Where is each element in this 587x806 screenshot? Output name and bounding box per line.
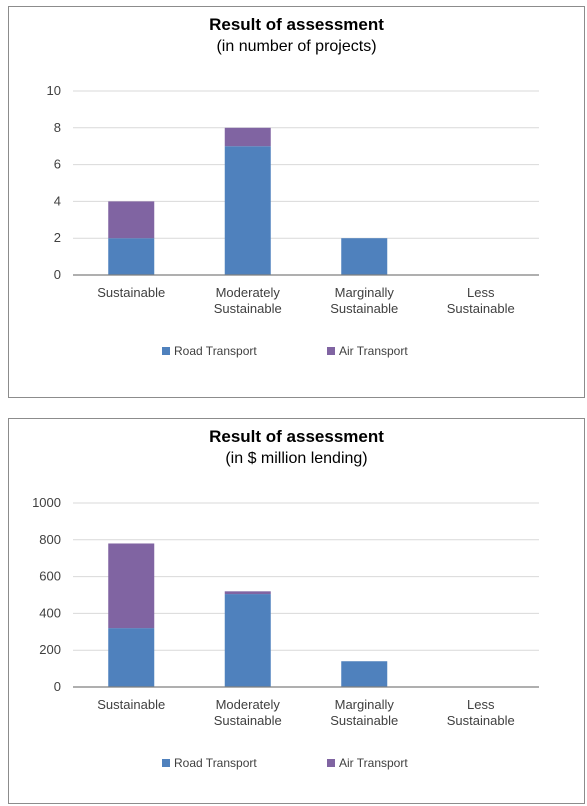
- chart-subtitle: (in number of projects): [216, 38, 377, 55]
- legend-label-road-transport: Road Transport: [174, 344, 257, 358]
- y-tick-label: 600: [39, 569, 61, 584]
- y-tick-label: 6: [54, 157, 61, 172]
- x-tick-label: Marginally Sustainable: [330, 697, 398, 728]
- y-tick-label: 0: [54, 267, 61, 282]
- y-tick-label: 2: [54, 230, 61, 245]
- chart-title: Result of assessment: [209, 15, 384, 34]
- x-tick-label: Sustainable: [97, 697, 165, 712]
- y-tick-label: 400: [39, 605, 61, 620]
- y-tick-label: 4: [54, 193, 61, 208]
- chart-plot-projects: 0 2 4 6 8 10 Sustainable Moderately Sustainable M…: [47, 83, 539, 316]
- legend-label-air-transport: Air Transport: [339, 344, 408, 358]
- bar-road-transport: [108, 628, 155, 687]
- x-tick-label: Sustainable: [97, 285, 165, 300]
- x-tick-label: Marginally Sustainable: [330, 285, 398, 316]
- y-tick-label: 8: [54, 120, 61, 135]
- x-tick-label: Moderately Sustainable: [214, 697, 282, 728]
- legend-label-air-transport: Air Transport: [339, 756, 408, 770]
- y-tick-label: 200: [39, 642, 61, 657]
- legend-swatch-air-transport: [327, 759, 335, 767]
- y-tick-label: 800: [39, 532, 61, 547]
- chart-plot-lending: 0 200 400 600 800 1000 Sustainable Moderately Su…: [32, 495, 539, 728]
- bar-road-transport: [341, 238, 388, 275]
- chart-title: Result of assessment: [209, 427, 384, 446]
- bar-air-transport: [224, 591, 271, 595]
- y-tick-label: 10: [47, 83, 61, 98]
- x-tick-label: Moderately Sustainable: [214, 285, 282, 316]
- x-tick-label: Less Sustainable: [447, 697, 515, 728]
- chart-subtitle: (in $ million lending): [225, 450, 368, 467]
- bar-air-transport: [108, 543, 155, 629]
- chart-panel-lending: Result of assessment (in $ million lendi…: [8, 418, 585, 804]
- bar-road-transport: [341, 661, 388, 687]
- x-tick-label: Less Sustainable: [447, 285, 515, 316]
- legend-swatch-road-transport: [162, 759, 170, 767]
- y-tick-label: 1000: [32, 495, 61, 510]
- y-tick-label: 0: [54, 679, 61, 694]
- legend-item-air-transport: Air Transport: [327, 344, 408, 358]
- legend-swatch-air-transport: [327, 347, 335, 355]
- bar-road-transport: [224, 146, 271, 275]
- bar-air-transport: [224, 127, 271, 147]
- bar-road-transport: [224, 594, 271, 687]
- legend-item-air-transport: Air Transport: [327, 756, 408, 770]
- legend-item-road-transport: Road Transport: [162, 344, 257, 358]
- legend-label-road-transport: Road Transport: [174, 756, 257, 770]
- legend-item-road-transport: Road Transport: [162, 756, 257, 770]
- bar-air-transport: [108, 201, 155, 239]
- chart-panel-projects: Result of assessment (in number of proje…: [8, 6, 585, 398]
- bar-road-transport: [108, 238, 155, 275]
- legend-swatch-road-transport: [162, 347, 170, 355]
